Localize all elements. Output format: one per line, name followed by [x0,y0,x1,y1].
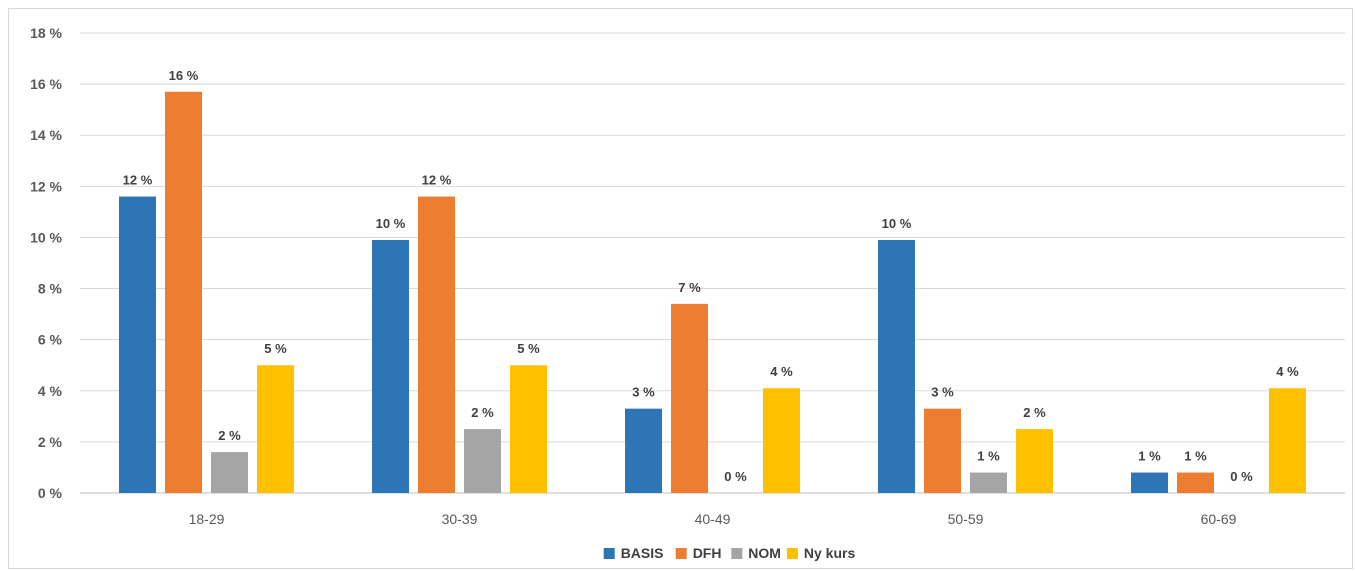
legend-swatch [786,548,798,559]
bar-dfh-40-49 [671,303,708,493]
legend-label: NOM [748,545,781,561]
data-label: 4 % [770,364,793,379]
legend-label: BASIS [621,545,664,561]
bar-basis-30-39 [372,240,409,493]
y-axis: 0 % 2 % 4 % 6 % 8 % 10 % 12 % 14 % 16 % 18 % [30,25,62,501]
x-axis: 18-29 30-39 40-49 50-59 60-69 [189,511,1237,527]
bar-ny-kurs-60-69 [1269,388,1306,493]
y-tick-label: 16 % [30,76,62,92]
bar-ny-kurs-50-59 [1016,429,1053,493]
x-tick-label: 60-69 [1201,511,1237,527]
bar-ny-kurs-18-29 [257,365,294,493]
bar-ny-kurs-30-39 [510,365,547,493]
bar-basis-40-49 [625,408,662,493]
data-label: 10 % [376,216,406,231]
bar-dfh-30-39 [418,196,455,494]
data-label: 2 % [471,405,494,420]
y-tick-label: 4 % [38,383,63,399]
data-label: 12 % [422,173,452,188]
y-tick-label: 8 % [38,281,63,297]
data-label: 16 % [169,68,199,83]
bar-dfh-60-69 [1177,472,1214,493]
y-tick-label: 18 % [30,25,62,41]
data-label: 1 % [1138,449,1161,464]
y-tick-label: 14 % [30,127,62,143]
y-tick-label: 0 % [38,485,63,501]
y-tick-label: 6 % [38,332,63,348]
data-label: 0 % [1230,469,1253,484]
bar-basis-18-29 [119,196,156,494]
bar-basis-60-69 [1131,472,1168,493]
legend-label: DFH [693,545,722,561]
bar-dfh-18-29 [165,91,202,494]
legend-swatch [603,548,615,559]
data-label: 4 % [1276,364,1299,379]
x-tick-label: 50-59 [948,511,984,527]
data-label: 2 % [1023,405,1046,420]
legend-swatch [675,548,687,559]
x-tick-label: 40-49 [695,511,731,527]
data-label: 3 % [931,385,954,400]
legend-label: Ny kurs [804,545,856,561]
chart-frame [8,8,1353,569]
x-tick-label: 30-39 [442,511,478,527]
legend: BASIS DFH NOM Ny kurs [603,545,856,561]
data-label: 12 % [123,173,153,188]
y-tick-label: 10 % [30,229,62,245]
bar-ny-kurs-40-49 [763,388,800,493]
y-tick-label: 2 % [38,434,63,450]
legend-swatch [731,548,743,559]
data-label: 5 % [264,341,287,356]
bar-dfh-50-59 [924,408,961,493]
x-tick-label: 18-29 [189,511,225,527]
data-label: 7 % [678,280,701,295]
data-label: 0 % [724,469,747,484]
data-labels: 12 % 16 % 2 % 5 % 10 % 12 % 2 % 5 % 3 % 7 % 0 % 4 %… [123,68,1299,484]
data-label: 1 % [1184,449,1207,464]
bars [119,91,1306,494]
data-label: 5 % [517,341,540,356]
data-label: 1 % [977,449,1000,464]
y-tick-label: 12 % [30,178,62,194]
data-label: 10 % [882,216,912,231]
bar-basis-50-59 [878,240,915,493]
bar-nom-50-59 [970,472,1007,493]
bar-nom-18-29 [211,452,248,493]
data-label: 2 % [218,428,241,443]
data-label: 3 % [632,385,655,400]
bar-nom-30-39 [464,429,501,493]
